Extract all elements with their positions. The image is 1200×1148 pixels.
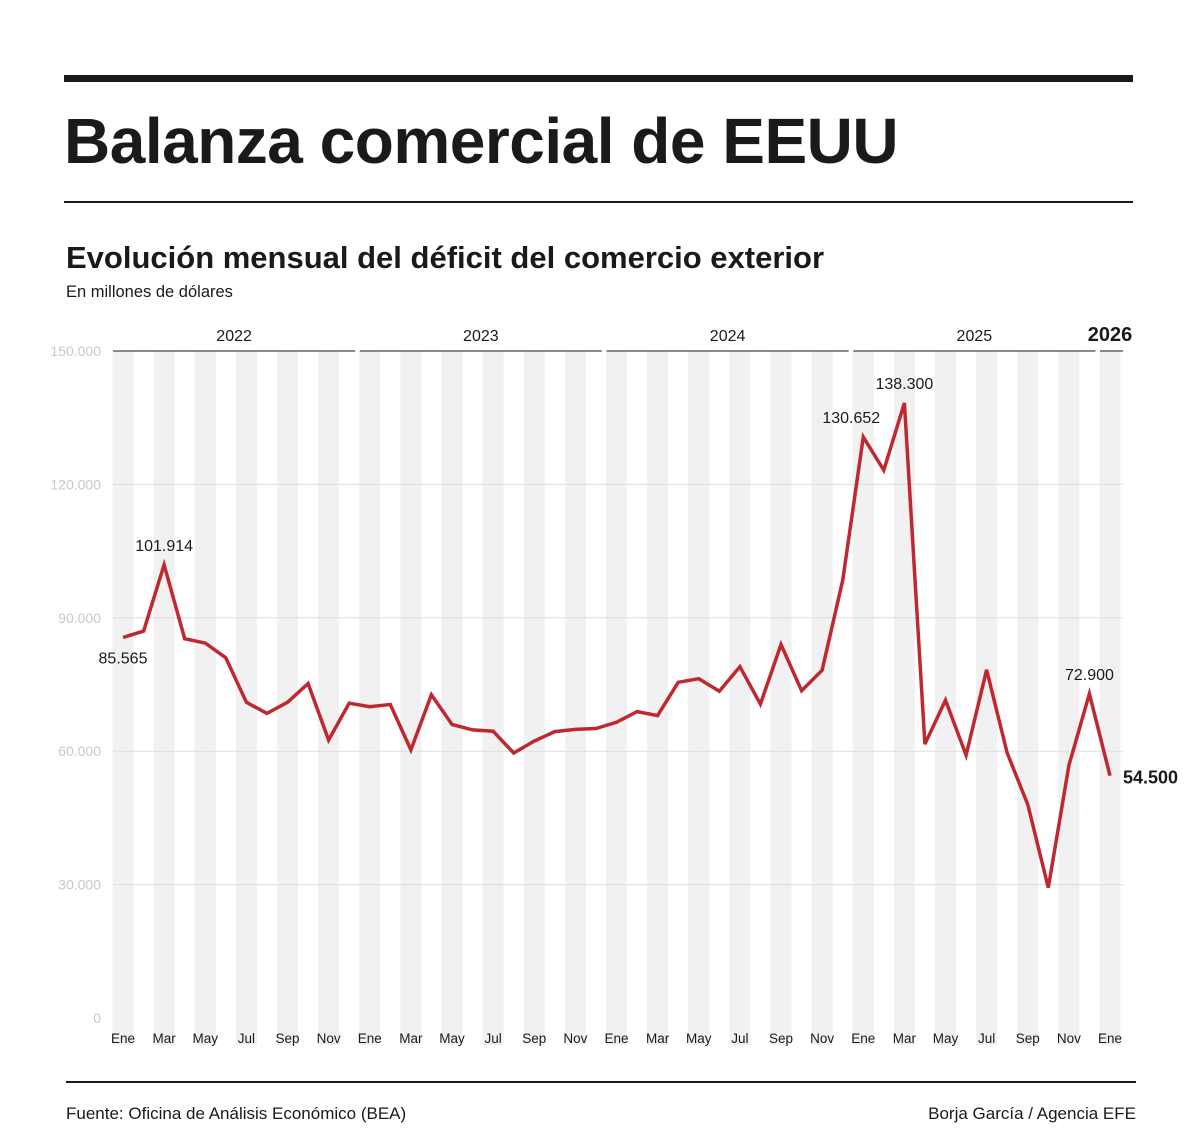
month-stripe (606, 351, 627, 1045)
month-stripe (1058, 351, 1080, 1045)
x-tick-label: Sep (1016, 1031, 1040, 1046)
x-tick-label: Ene (1098, 1031, 1122, 1046)
year-label: 2024 (710, 328, 746, 345)
data-label: 85.565 (99, 651, 148, 668)
month-stripe (647, 351, 669, 1045)
x-tick-label: Mar (646, 1031, 670, 1046)
month-stripe (318, 351, 340, 1045)
source-label: Fuente: Oficina de Análisis Económico (B… (66, 1104, 407, 1123)
month-stripe (194, 351, 216, 1045)
units-label: En millones de dólares (66, 283, 233, 301)
month-stripe (976, 351, 998, 1045)
month-stripe (359, 351, 381, 1045)
x-tick-label: Sep (769, 1031, 793, 1046)
credit-label: Borja García / Agencia EFE (928, 1104, 1136, 1123)
x-tick-label: May (933, 1031, 959, 1046)
x-tick-label: Jul (731, 1031, 748, 1046)
x-tick-label: Nov (1057, 1031, 1081, 1046)
y-tick-label: 150.000 (50, 343, 101, 359)
month-stripe (277, 351, 298, 1045)
data-label: 101.914 (135, 538, 193, 555)
month-stripe (811, 351, 833, 1045)
x-tick-label: May (439, 1031, 465, 1046)
top-bar (64, 75, 1133, 82)
x-tick-label: Mar (893, 1031, 917, 1046)
x-tick-label: Ene (111, 1031, 135, 1046)
month-stripe (688, 351, 710, 1045)
month-stripe (729, 351, 751, 1045)
year-label: 2026 (1088, 324, 1133, 346)
y-tick-label: 30.000 (58, 877, 101, 893)
chart-title: Balanza comercial de EEUU (64, 105, 899, 177)
month-stripe (893, 351, 915, 1045)
month-stripe (770, 351, 792, 1045)
month-stripe (112, 351, 134, 1045)
month-stripe (564, 351, 586, 1045)
x-tick-label: Nov (317, 1031, 341, 1046)
month-stripe (153, 351, 175, 1045)
year-label: 2022 (216, 328, 252, 345)
x-tick-label: Mar (153, 1031, 177, 1046)
month-stripe (441, 351, 463, 1045)
x-tick-label: May (686, 1031, 712, 1046)
month-stripe (1099, 351, 1121, 1045)
x-tick-label: Jul (484, 1031, 501, 1046)
y-tick-label: 60.000 (58, 743, 101, 759)
y-tick-label: 0 (93, 1010, 101, 1026)
x-tick-label: Nov (810, 1031, 834, 1046)
month-stripe (235, 351, 257, 1045)
x-tick-label: Ene (358, 1031, 382, 1046)
x-tick-label: May (192, 1031, 218, 1046)
month-stripe (852, 351, 874, 1045)
footer-divider (66, 1081, 1136, 1083)
data-label: 72.900 (1065, 667, 1114, 684)
x-tick-label: Jul (978, 1031, 995, 1046)
x-tick-label: Sep (275, 1031, 299, 1046)
year-label: 2025 (957, 328, 993, 345)
month-stripe (1017, 351, 1039, 1045)
x-tick-label: Nov (563, 1031, 587, 1046)
x-tick-label: Jul (238, 1031, 255, 1046)
year-label: 2023 (463, 328, 499, 345)
month-stripe (400, 351, 422, 1045)
x-tick-label: Ene (604, 1031, 628, 1046)
chart-subtitle: Evolución mensual del déficit del comerc… (66, 240, 825, 275)
x-tick-label: Mar (399, 1031, 423, 1046)
title-divider (64, 201, 1133, 203)
x-tick-label: Sep (522, 1031, 546, 1046)
y-tick-label: 120.000 (50, 476, 101, 492)
month-stripe (482, 351, 504, 1045)
line-chart: 0 30.000 60.000 90.000 120.000 150.000 2022 202… (50, 324, 1178, 1046)
data-label: 130.652 (822, 410, 880, 427)
x-tick-label: Ene (851, 1031, 875, 1046)
data-label: 54.500 (1123, 768, 1178, 788)
data-label: 138.300 (875, 376, 933, 393)
y-tick-label: 90.000 (58, 610, 101, 626)
month-stripe (523, 351, 545, 1045)
